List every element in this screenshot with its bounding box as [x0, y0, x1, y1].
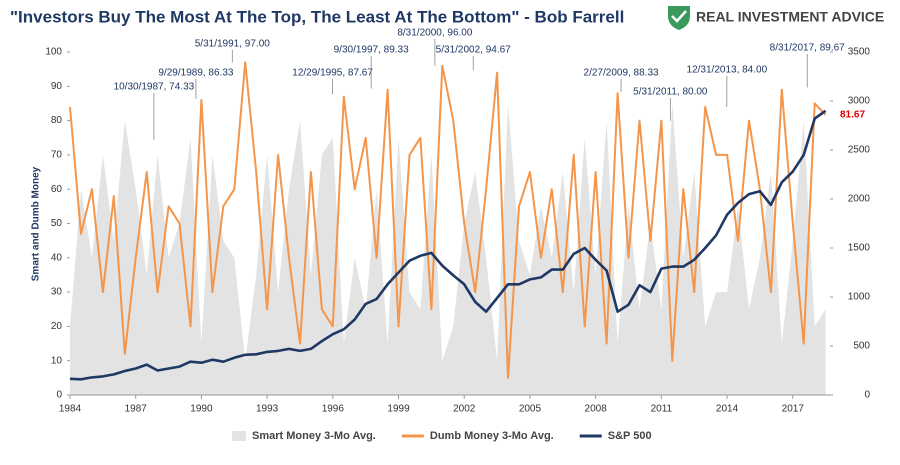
y2-tick-label: 1500	[848, 243, 871, 254]
y-tick-label: 80	[51, 115, 63, 126]
y-tick-label: 30	[51, 287, 63, 298]
y2-tick-label: 1000	[848, 292, 871, 303]
x-tick-label: 1984	[59, 404, 82, 415]
annotation-label: 12/29/1995, 87.67	[292, 68, 373, 79]
y2-tick-label: 2500	[848, 145, 871, 156]
legend-label: S&P 500	[608, 430, 652, 442]
legend-item: S&P 500	[579, 430, 652, 442]
x-tick-label: 2005	[519, 404, 542, 415]
chart-title: "Investors Buy The Most At The Top, The …	[10, 7, 624, 26]
sp500-line	[69, 109, 827, 381]
annotation-label: 9/29/1989, 86.33	[158, 68, 234, 79]
x-tick-label: 2008	[585, 404, 608, 415]
y-tick-label: 90	[51, 81, 63, 92]
annotation-label: 12/31/2013, 84.00	[687, 65, 768, 76]
x-tick-label: 1999	[387, 404, 410, 415]
y2-tick-label: 2000	[848, 194, 871, 205]
y-tick-label: 60	[51, 184, 63, 195]
legend-swatch	[232, 431, 246, 441]
y-tick-label: 0	[56, 390, 62, 401]
y-tick-label: 100	[45, 47, 62, 58]
x-tick-label: 2011	[651, 404, 673, 415]
y2-tick-label: 3000	[848, 96, 871, 107]
y-tick-label: 40	[51, 252, 63, 263]
legend-item: Dumb Money 3-Mo Avg.	[401, 430, 554, 442]
x-tick-label: 2017	[782, 404, 805, 415]
y-tick-label: 10	[51, 355, 63, 366]
y-tick-label: 20	[51, 321, 63, 332]
annotation-label: 5/31/2011, 80.00	[633, 87, 708, 98]
y2-tick-label: 3500	[848, 47, 871, 58]
annotation-label: 2/27/2009, 88.33	[584, 68, 660, 79]
annotation-label: 5/31/1991, 97.00	[195, 39, 271, 50]
x-tick-label: 1990	[190, 404, 213, 415]
legend-label: Dumb Money 3-Mo Avg.	[430, 430, 554, 442]
last-value-label: 81.67	[840, 110, 865, 121]
legend-label: Smart Money 3-Mo Avg.	[252, 430, 376, 442]
x-tick-label: 2002	[453, 404, 476, 415]
y-tick-label: 50	[51, 218, 63, 229]
x-tick-label: 2014	[716, 404, 739, 415]
x-tick-label: 1993	[256, 404, 279, 415]
smart-money-area	[70, 103, 826, 396]
y2-tick-label: 500	[853, 341, 870, 352]
annotation-label: 8/31/2000, 96.00	[397, 28, 473, 39]
y-axis-label: Smart and Dumb Money	[31, 166, 42, 281]
annotation-label: 9/30/1997, 89.33	[334, 45, 410, 56]
y2-tick-label: 0	[864, 390, 870, 401]
dumb-money-line	[69, 61, 827, 379]
annotation-label: 8/31/2017, 89.67	[770, 43, 846, 54]
x-tick-label: 1996	[322, 404, 345, 415]
x-tick-label: 1987	[125, 404, 148, 415]
brand-logo	[668, 6, 690, 30]
annotation-label: 10/30/1987, 74.33	[114, 82, 195, 93]
annotation-label: 5/31/2002, 94.67	[436, 45, 512, 56]
legend-item: Smart Money 3-Mo Avg.	[232, 430, 376, 442]
plot-area	[69, 61, 827, 396]
y-tick-label: 70	[51, 150, 63, 161]
brand-name: REAL INVESTMENT ADVICE	[696, 9, 884, 25]
